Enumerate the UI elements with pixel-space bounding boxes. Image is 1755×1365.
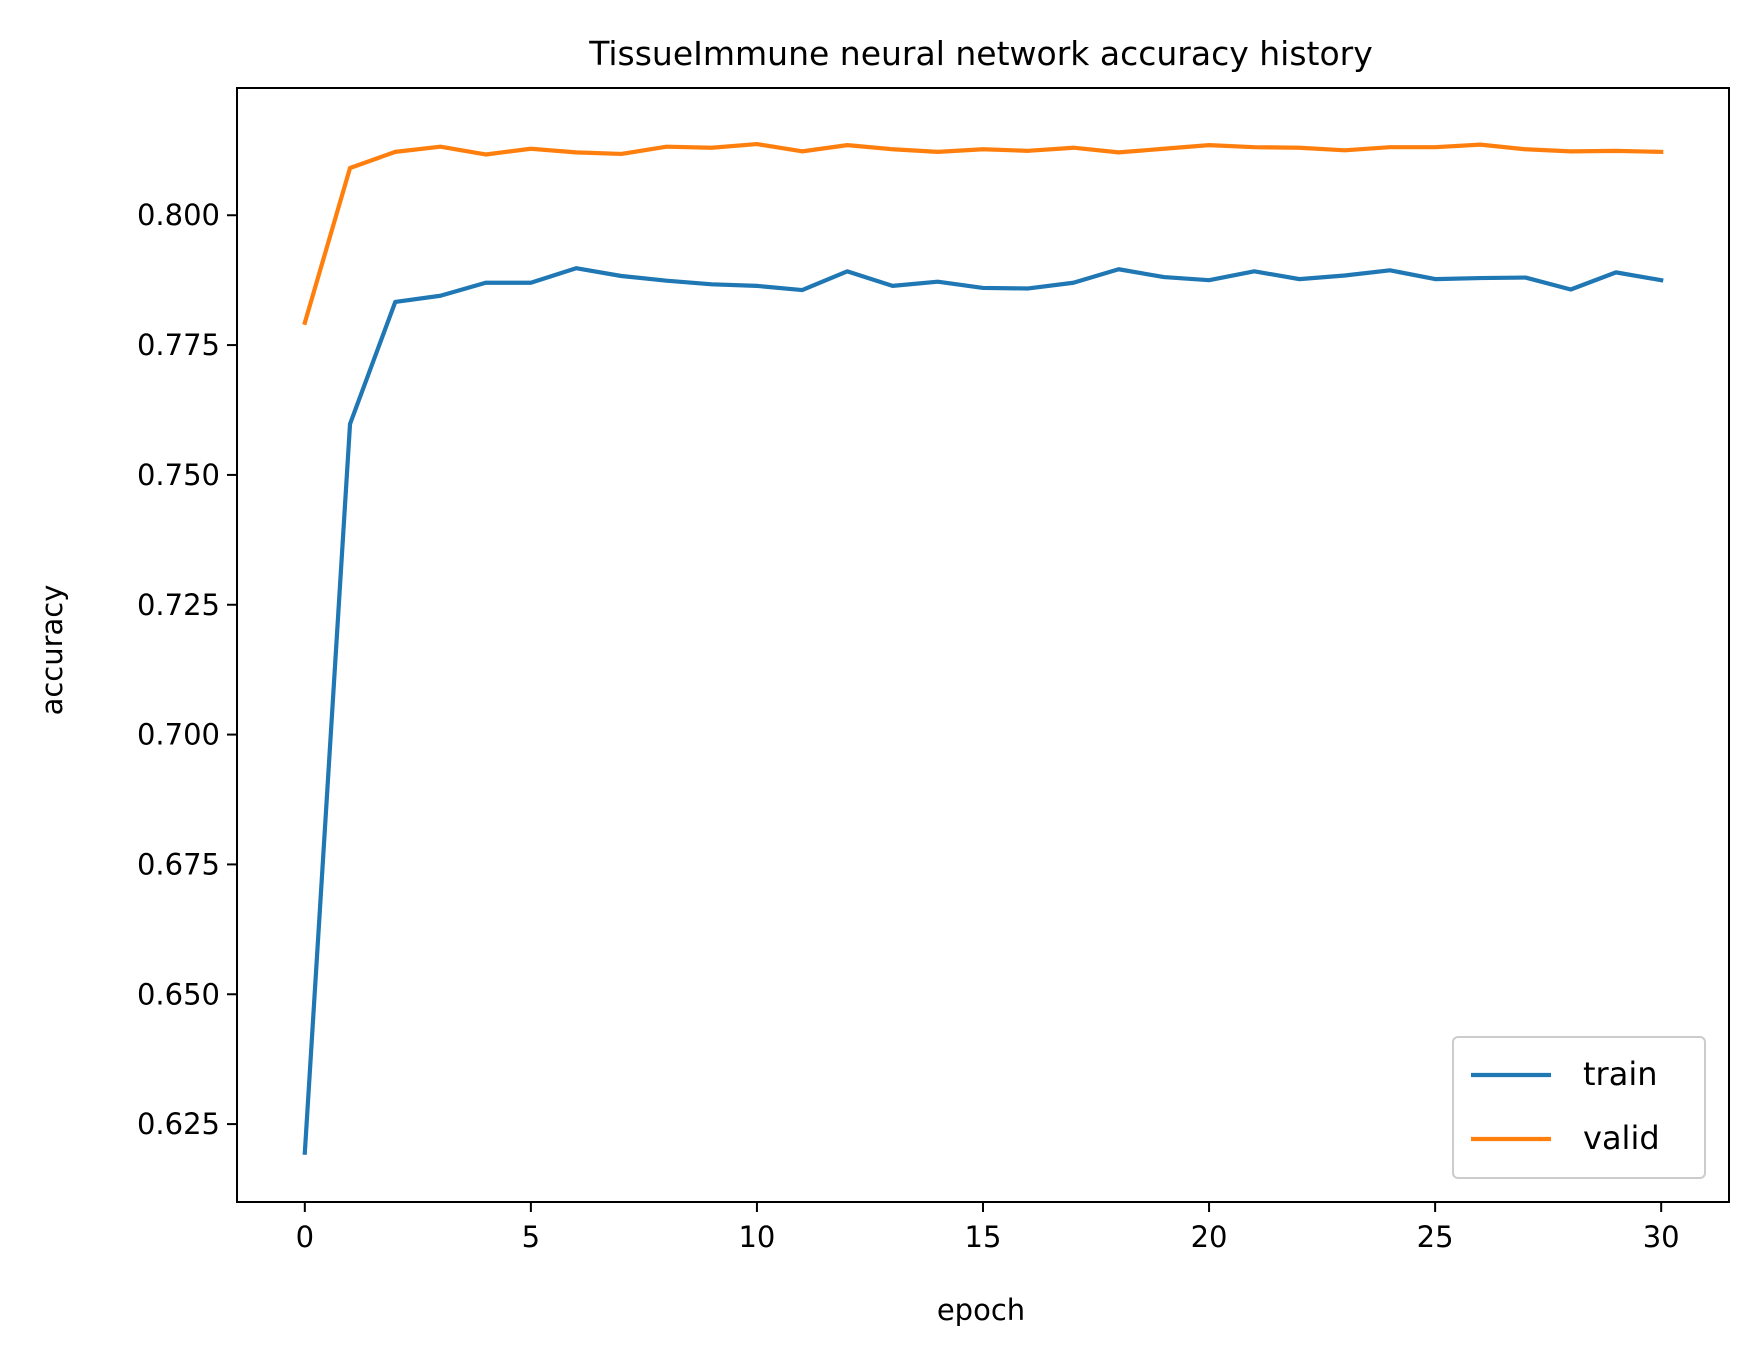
y-tick-label: 0.650 xyxy=(137,977,220,1011)
chart-title: TissueImmune neural network accuracy his… xyxy=(588,34,1373,73)
y-tick-label: 0.775 xyxy=(137,328,220,362)
y-tick-label: 0.800 xyxy=(137,198,220,232)
y-axis-label: accuracy xyxy=(35,585,69,716)
legend-label-valid: valid xyxy=(1583,1119,1660,1157)
x-tick-label: 30 xyxy=(1643,1220,1680,1254)
y-tick-label: 0.675 xyxy=(137,847,220,881)
legend-label-train: train xyxy=(1583,1055,1657,1093)
y-tick-label: 0.700 xyxy=(137,718,220,752)
x-tick-label: 10 xyxy=(738,1220,775,1254)
y-tick-label: 0.625 xyxy=(137,1107,220,1141)
legend-box xyxy=(1453,1037,1705,1178)
y-tick-label: 0.725 xyxy=(137,588,220,622)
x-axis-label: epoch xyxy=(937,1293,1025,1327)
y-tick-label: 0.750 xyxy=(137,458,220,492)
x-tick-label: 15 xyxy=(965,1220,1002,1254)
x-tick-label: 25 xyxy=(1417,1220,1454,1254)
x-tick-label: 0 xyxy=(296,1220,314,1254)
x-tick-label: 20 xyxy=(1191,1220,1228,1254)
x-tick-label: 5 xyxy=(522,1220,540,1254)
